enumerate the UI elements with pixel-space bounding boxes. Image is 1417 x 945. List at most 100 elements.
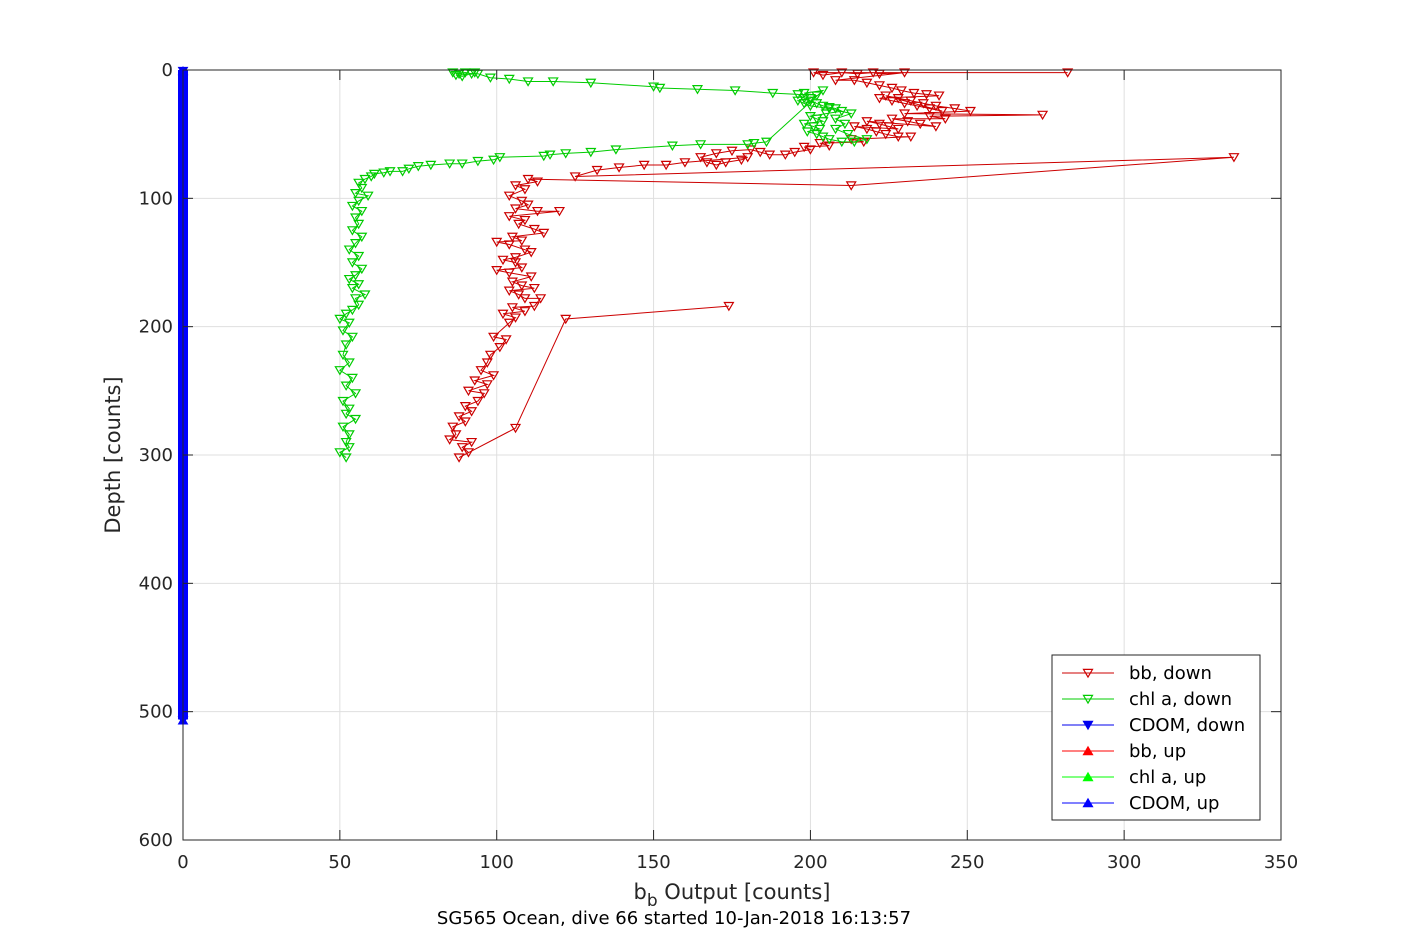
- data-point: [836, 106, 848, 117]
- data-point: [509, 204, 522, 214]
- data-point: [892, 132, 904, 142]
- data-point: [528, 224, 540, 235]
- data-point: [873, 119, 885, 130]
- data-point: [823, 141, 835, 151]
- x-axis-label-subscript: b: [647, 891, 658, 911]
- data-point: [506, 303, 518, 313]
- data-point: [506, 277, 518, 287]
- data-point: [917, 99, 929, 109]
- data-point: [886, 96, 898, 107]
- data-point: [349, 213, 362, 223]
- data-point: [349, 414, 362, 425]
- data-point: [883, 122, 895, 132]
- data-point: [522, 200, 534, 210]
- data-point: [560, 314, 572, 325]
- data-point: [842, 129, 854, 140]
- ticks: 0 50 100 150 200 250 300 350 0 100 200 300 400 500 600: [139, 60, 1299, 873]
- data-point: [654, 83, 666, 94]
- data-point: [503, 318, 515, 329]
- data-point: [356, 183, 368, 194]
- data-point: [886, 83, 898, 94]
- data-point: [742, 140, 754, 150]
- data-point: [478, 389, 490, 399]
- x-axis-label-rest: Output [counts]: [658, 880, 831, 904]
- data-point: [839, 119, 851, 130]
- legend-marker: [1082, 720, 1094, 731]
- data-point: [930, 101, 942, 112]
- y-tick-label: 0: [162, 60, 173, 81]
- data-point: [334, 314, 346, 325]
- data-point: [748, 138, 760, 149]
- data-point: [591, 165, 603, 176]
- data-point: [792, 96, 804, 107]
- data-point: [924, 104, 936, 114]
- data-point: [914, 119, 926, 130]
- data-point: [346, 201, 358, 212]
- data-point: [368, 169, 380, 180]
- y-tick-label: 600: [139, 830, 173, 851]
- data-point: [861, 124, 873, 135]
- legend-marker: [1082, 797, 1094, 808]
- data-point: [1228, 153, 1240, 163]
- x-tick-label: 50: [328, 852, 351, 873]
- data-point: [343, 358, 355, 368]
- data-point: [754, 147, 766, 158]
- data-point: [346, 283, 358, 294]
- data-point: [535, 294, 547, 304]
- data-point: [898, 68, 911, 78]
- data-point: [920, 90, 933, 100]
- data-point: [867, 68, 879, 78]
- data-point: [456, 443, 468, 453]
- x-tick-label: 300: [1107, 852, 1141, 873]
- legend: bb, down chl a, down CDOM, down bb, up chl a…: [1051, 654, 1261, 821]
- data-point: [349, 239, 362, 249]
- data-point: [723, 301, 735, 312]
- data-point: [488, 332, 500, 343]
- data-point: [343, 274, 355, 285]
- data-point: [560, 149, 572, 159]
- data-point: [450, 70, 462, 81]
- data-point: [933, 91, 945, 101]
- data-point: [726, 146, 738, 157]
- data-point: [349, 294, 362, 304]
- data-point: [892, 124, 904, 135]
- data-point: [488, 155, 500, 166]
- y-tick-label: 300: [139, 445, 173, 466]
- data-point: [509, 253, 522, 263]
- x-tick-label: 250: [950, 852, 984, 873]
- legend-entry: chl a, down: [1062, 689, 1232, 710]
- data-point: [1037, 110, 1049, 121]
- data-point: [817, 117, 829, 127]
- data-point: [798, 99, 810, 109]
- legend-marker: [1082, 771, 1094, 782]
- data-point: [503, 286, 515, 296]
- data-point: [820, 109, 832, 119]
- data-point: [497, 309, 509, 320]
- data-point: [456, 159, 468, 169]
- data-point: [522, 77, 534, 87]
- data-point: [823, 135, 835, 145]
- data-point: [519, 307, 531, 317]
- data-point: [346, 258, 358, 268]
- data-point: [814, 124, 826, 135]
- data-point: [531, 177, 544, 187]
- data-point: [509, 181, 522, 191]
- legend-entry: chl a, up: [1062, 767, 1206, 788]
- data-point: [691, 85, 704, 95]
- data-point: [829, 76, 842, 86]
- data-point: [397, 167, 409, 177]
- data-point: [466, 407, 478, 417]
- data-point: [742, 153, 754, 163]
- data-point: [848, 122, 860, 132]
- data-point: [491, 237, 503, 248]
- data-point: [503, 74, 515, 85]
- data-point: [695, 140, 707, 150]
- legend-marker: [1082, 694, 1094, 705]
- data-point: [340, 309, 352, 320]
- data-point: [356, 232, 368, 243]
- data-point: [845, 181, 857, 191]
- data-point: [638, 160, 650, 171]
- data-point: [497, 255, 509, 266]
- data-point: [829, 124, 842, 135]
